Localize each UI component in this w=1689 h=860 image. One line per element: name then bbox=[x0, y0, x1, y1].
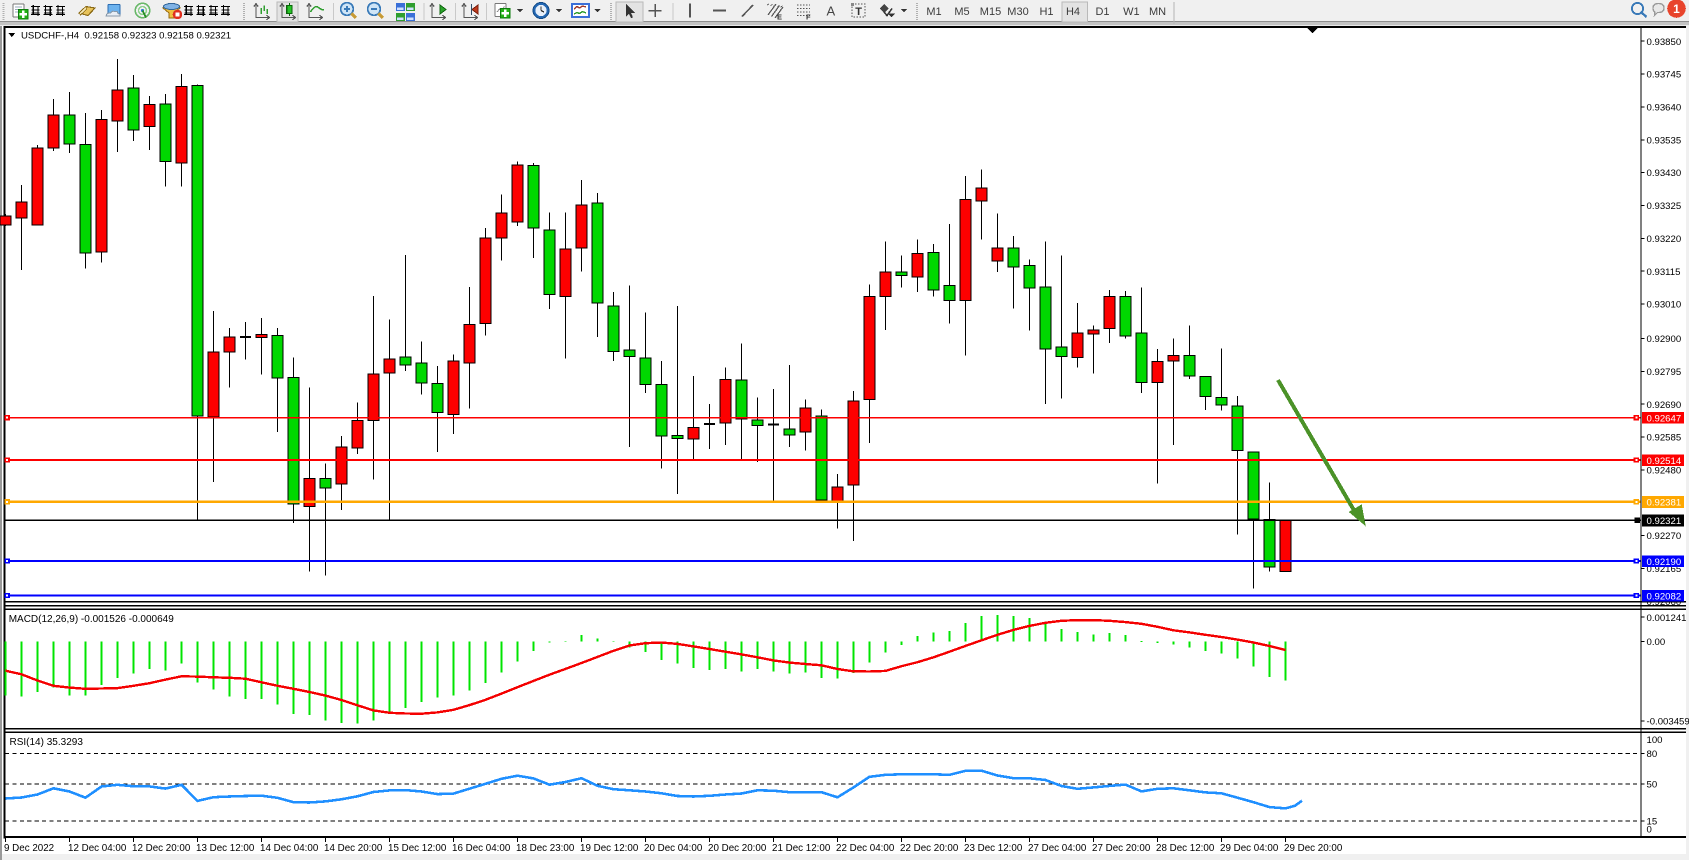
svg-text:0.92480: 0.92480 bbox=[1647, 466, 1682, 477]
svg-text:H4: H4 bbox=[1066, 6, 1080, 18]
svg-text:E: E bbox=[777, 13, 782, 22]
svg-text:22 Dec 20:00: 22 Dec 20:00 bbox=[900, 843, 959, 854]
svg-text:0.92270: 0.92270 bbox=[1647, 531, 1682, 542]
svg-text:0.92082: 0.92082 bbox=[1647, 591, 1682, 602]
svg-text:0.93220: 0.93220 bbox=[1647, 234, 1682, 245]
svg-text:0.92585: 0.92585 bbox=[1647, 433, 1682, 444]
svg-text:23 Dec 12:00: 23 Dec 12:00 bbox=[964, 843, 1023, 854]
svg-text:M1: M1 bbox=[926, 6, 941, 18]
svg-text:RSI(14) 35.3293: RSI(14) 35.3293 bbox=[10, 737, 84, 748]
svg-text:0.93325: 0.93325 bbox=[1647, 201, 1682, 212]
svg-text:F: F bbox=[806, 13, 811, 22]
svg-text:0.93010: 0.93010 bbox=[1647, 300, 1682, 311]
svg-text:T: T bbox=[855, 6, 862, 18]
svg-text:12 Dec 04:00: 12 Dec 04:00 bbox=[68, 843, 127, 854]
svg-text:0.92514: 0.92514 bbox=[1647, 456, 1682, 467]
svg-text:0.92647: 0.92647 bbox=[1647, 414, 1682, 425]
svg-text:USDCHF-,H4 0.92158 0.92323 0.: USDCHF-,H4 0.92158 0.92323 0.92158 0.923… bbox=[21, 31, 231, 42]
svg-text:M30: M30 bbox=[1007, 6, 1028, 18]
svg-text:20 Dec 20:00: 20 Dec 20:00 bbox=[708, 843, 767, 854]
svg-text:9 Dec 2022: 9 Dec 2022 bbox=[4, 843, 54, 854]
svg-text:29 Dec 20:00: 29 Dec 20:00 bbox=[1284, 843, 1343, 854]
svg-text:0.93430: 0.93430 bbox=[1647, 168, 1682, 179]
svg-text:W1: W1 bbox=[1123, 6, 1140, 18]
svg-text:MN: MN bbox=[1149, 6, 1166, 18]
svg-text:1: 1 bbox=[1673, 2, 1680, 16]
svg-text:0.001241: 0.001241 bbox=[1647, 613, 1687, 624]
svg-text:13 Dec 12:00: 13 Dec 12:00 bbox=[196, 843, 255, 854]
svg-text:20 Dec 04:00: 20 Dec 04:00 bbox=[644, 843, 703, 854]
svg-text:0.92690: 0.92690 bbox=[1647, 400, 1682, 411]
svg-text:27 Dec 20:00: 27 Dec 20:00 bbox=[1092, 843, 1151, 854]
svg-text:12 Dec 20:00: 12 Dec 20:00 bbox=[132, 843, 191, 854]
svg-text:100: 100 bbox=[1647, 735, 1663, 746]
svg-text:0.93640: 0.93640 bbox=[1647, 103, 1682, 114]
svg-text:19 Dec 12:00: 19 Dec 12:00 bbox=[580, 843, 639, 854]
svg-text:28 Dec 12:00: 28 Dec 12:00 bbox=[1156, 843, 1215, 854]
svg-text:22 Dec 04:00: 22 Dec 04:00 bbox=[836, 843, 895, 854]
svg-text:0.00: 0.00 bbox=[1647, 637, 1666, 648]
svg-text:21 Dec 12:00: 21 Dec 12:00 bbox=[772, 843, 831, 854]
svg-text:M15: M15 bbox=[980, 6, 1001, 18]
svg-text:D1: D1 bbox=[1095, 6, 1109, 18]
svg-text:0.92190: 0.92190 bbox=[1647, 557, 1682, 568]
svg-text:50: 50 bbox=[1647, 780, 1658, 791]
svg-text:-0.003459: -0.003459 bbox=[1647, 717, 1689, 728]
svg-text:0.93115: 0.93115 bbox=[1647, 267, 1681, 278]
svg-text:0: 0 bbox=[1647, 824, 1652, 835]
svg-text:A: A bbox=[827, 4, 836, 19]
svg-text:0.93535: 0.93535 bbox=[1647, 135, 1682, 146]
svg-text:0.93745: 0.93745 bbox=[1647, 70, 1682, 81]
svg-text:16 Dec 04:00: 16 Dec 04:00 bbox=[452, 843, 511, 854]
svg-text:H1: H1 bbox=[1039, 6, 1053, 18]
svg-text:0.92060: 0.92060 bbox=[1647, 597, 1682, 608]
svg-text:0.92165: 0.92165 bbox=[1647, 564, 1682, 575]
svg-text:80: 80 bbox=[1647, 749, 1658, 760]
svg-text:0.92321: 0.92321 bbox=[1647, 516, 1682, 527]
svg-text:14 Dec 04:00: 14 Dec 04:00 bbox=[260, 843, 319, 854]
svg-text:14 Dec 20:00: 14 Dec 20:00 bbox=[324, 843, 383, 854]
svg-text:27 Dec 04:00: 27 Dec 04:00 bbox=[1028, 843, 1087, 854]
svg-text:0.92381: 0.92381 bbox=[1647, 498, 1682, 509]
svg-text:15 Dec 12:00: 15 Dec 12:00 bbox=[388, 843, 447, 854]
svg-text:MACD(12,26,9) -0.001526 -0.000: MACD(12,26,9) -0.001526 -0.000649 bbox=[9, 614, 175, 625]
svg-text:18 Dec 23:00: 18 Dec 23:00 bbox=[516, 843, 575, 854]
svg-text:29 Dec 04:00: 29 Dec 04:00 bbox=[1220, 843, 1279, 854]
svg-text:0.92900: 0.92900 bbox=[1647, 334, 1682, 345]
svg-text:0.92795: 0.92795 bbox=[1647, 367, 1682, 378]
svg-text:15: 15 bbox=[1647, 817, 1658, 828]
svg-text:M5: M5 bbox=[954, 6, 969, 18]
svg-text:0.93850: 0.93850 bbox=[1647, 37, 1682, 48]
